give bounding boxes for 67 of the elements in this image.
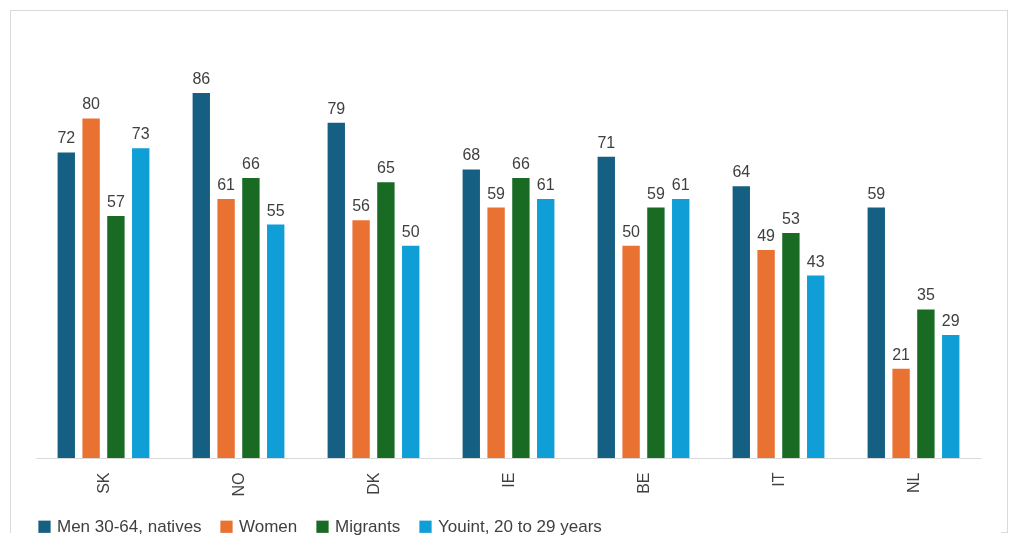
data-label: 73 [131,125,150,143]
bar [672,199,690,458]
bar [512,177,530,458]
bar [732,186,750,458]
x-tick-label: IT [769,472,787,487]
bar [107,216,125,458]
data-label: 65 [377,159,395,177]
bar [327,122,345,458]
legend-label: Youint, 20 to 29 years [438,516,602,536]
data-label: 61 [671,176,690,194]
data-label: 56 [352,197,371,215]
bar [377,182,395,458]
data-label: 80 [82,95,101,113]
bar [57,152,75,458]
data-label: 59 [647,184,665,202]
data-label: 49 [757,227,776,245]
x-tick-label: NL [904,472,922,493]
data-label: 66 [242,154,260,172]
data-label: 59 [487,184,506,202]
x-tick-label: BE [634,472,652,494]
data-label: 50 [401,222,420,240]
data-label: 72 [57,129,76,147]
bar [782,233,800,458]
bar [462,169,480,458]
bar [597,156,615,458]
bar [892,368,910,458]
data-label: 68 [462,146,481,164]
data-label: 50 [622,222,641,240]
data-label: 61 [536,176,555,194]
bar [132,148,150,458]
bar [647,207,665,458]
bar [82,118,100,458]
data-label: 71 [597,133,616,151]
legend-label: Men 30-64, natives [57,516,202,536]
data-label: 61 [217,176,236,194]
x-tick-label: SK [94,472,112,494]
data-label: 79 [327,99,346,117]
bar [242,177,260,458]
legend-label: Women [239,516,298,536]
data-label: 21 [892,345,911,363]
data-label: 55 [266,201,285,219]
bar [352,220,370,458]
bar [267,224,285,458]
bar [217,199,235,458]
data-label: 53 [782,210,800,228]
data-label: 57 [107,193,125,211]
x-tick-label: IE [499,472,517,488]
x-tick-label: NO [229,472,247,497]
data-label: 59 [867,184,886,202]
x-tick-label: DK [364,472,382,495]
data-label: 29 [941,311,960,329]
bar [942,334,960,458]
data-label: 35 [917,286,935,304]
bar [757,250,775,458]
bar [537,199,555,458]
bar [807,275,825,458]
bar [402,245,420,458]
data-label: 66 [512,154,530,172]
data-label: 43 [806,252,825,270]
data-label: 64 [732,163,751,181]
legend-label: Migrants [335,516,401,536]
bar [487,207,505,458]
bar [867,207,885,458]
bar [192,93,210,458]
data-label: 86 [192,70,211,87]
bar [917,309,935,458]
bar [622,245,640,458]
